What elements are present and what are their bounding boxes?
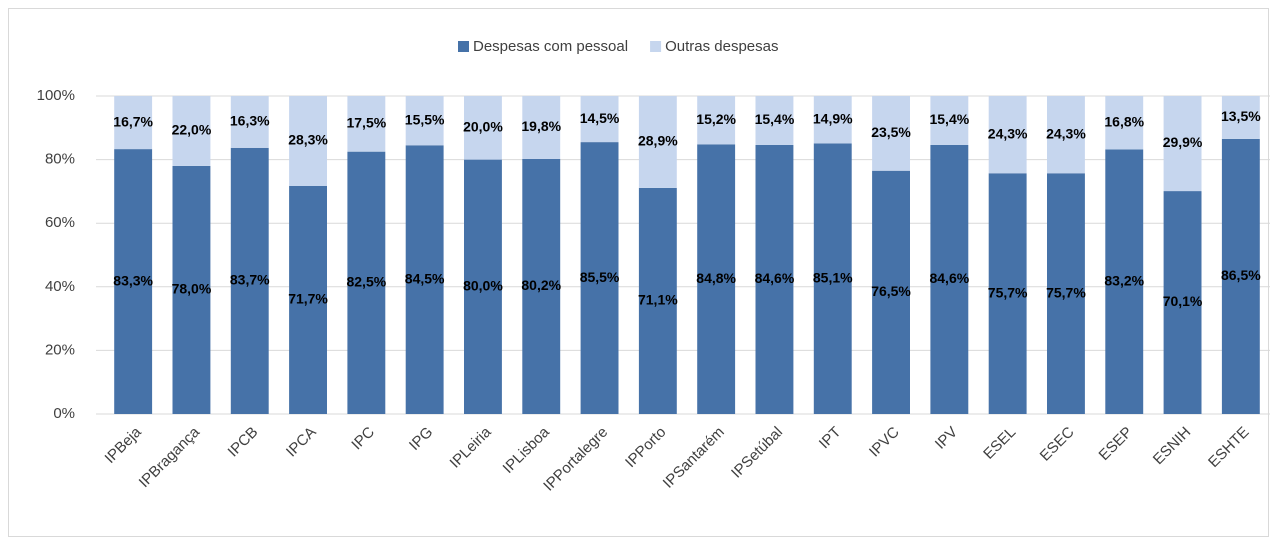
y-tick-label: 20% [45,341,75,358]
bar-segment [580,142,619,415]
value-label: 13,5% [1221,108,1261,124]
bar-segment [289,96,327,186]
value-label: 84,8% [696,270,736,286]
bar-segment [1221,138,1260,414]
value-label: 71,7% [288,291,328,307]
y-tick-label: 40% [45,278,75,295]
value-label: 70,1% [1163,293,1203,309]
bar-segment [230,147,269,415]
y-tick-label: 80% [45,151,75,168]
value-label: 83,2% [1104,272,1144,288]
bar-segment [930,96,969,145]
legend-label: Outras despesas [665,38,778,55]
bar-segment [638,187,677,414]
bar-segment [1105,149,1144,414]
bar-segment [755,96,794,145]
bar-segment [114,96,153,150]
value-label: 15,4% [929,111,969,127]
value-label: 22,0% [172,122,212,138]
value-label: 85,5% [580,269,620,285]
value-label: 28,9% [638,133,678,149]
y-tick-label: 60% [45,214,75,231]
value-label: 86,5% [1221,267,1261,283]
value-label: 15,4% [755,111,795,127]
value-label: 75,7% [988,284,1028,300]
bar-segment [813,96,852,144]
y-tick-label: 100% [37,87,75,104]
bar-segment [522,96,561,159]
bar-segment [1163,191,1202,414]
bar-segment [697,144,736,414]
bar-segment [813,143,852,414]
bar-segment [114,149,153,414]
y-tick-label: 0% [53,405,75,422]
value-label: 29,9% [1163,134,1203,150]
legend-swatch [458,41,469,52]
value-label: 80,2% [521,277,561,293]
bar-segment [872,96,910,171]
value-label: 24,3% [988,125,1028,141]
bar-segment [347,96,386,152]
bar-segment [464,96,502,160]
value-label: 75,7% [1046,284,1086,300]
value-label: 83,3% [113,272,153,288]
bar-segment [755,144,794,415]
value-label: 28,3% [288,132,328,148]
bar-segment [172,165,211,414]
value-label: 84,5% [405,270,445,286]
bar-segment [172,96,211,166]
value-label: 16,8% [1104,113,1144,129]
value-label: 78,0% [172,281,212,297]
bar-segment [638,96,677,188]
bar-segment [988,96,1027,174]
value-label: 16,7% [113,113,153,129]
legend-swatch [650,41,662,52]
value-label: 17,5% [346,115,386,131]
bar-segment [522,158,561,414]
bar-segment [872,170,910,414]
bar-segment [405,96,444,146]
value-label: 80,0% [463,278,503,294]
bar-segment [988,173,1027,414]
bar-segment [580,96,619,143]
bar-segment [347,151,386,414]
value-label: 19,8% [521,118,561,134]
bar-segment [289,185,327,414]
legend-label: Despesas com pessoal [473,38,628,55]
value-label: 76,5% [871,283,911,299]
bar-segment [1047,96,1085,174]
value-label: 14,5% [580,110,620,126]
bar-segment [405,145,444,415]
value-label: 24,3% [1046,125,1086,141]
bar-segment [697,96,736,145]
bar-segment [230,96,269,148]
value-label: 15,2% [696,111,736,127]
value-label: 82,5% [346,274,386,290]
bar-segment [930,144,969,415]
value-label: 20,0% [463,119,503,135]
bar-segment [1163,96,1202,192]
value-label: 83,7% [230,272,270,288]
bar-segment [1105,96,1144,150]
bar-segment [1047,173,1085,414]
value-label: 16,3% [230,113,270,129]
bar-segment [1221,96,1260,139]
value-label: 15,5% [405,111,445,127]
bar-segment [464,159,502,414]
value-label: 23,5% [871,124,911,140]
value-label: 85,1% [813,269,853,285]
value-label: 71,1% [638,292,678,308]
value-label: 84,6% [929,270,969,286]
value-label: 84,6% [755,270,795,286]
value-label: 14,9% [813,110,853,126]
